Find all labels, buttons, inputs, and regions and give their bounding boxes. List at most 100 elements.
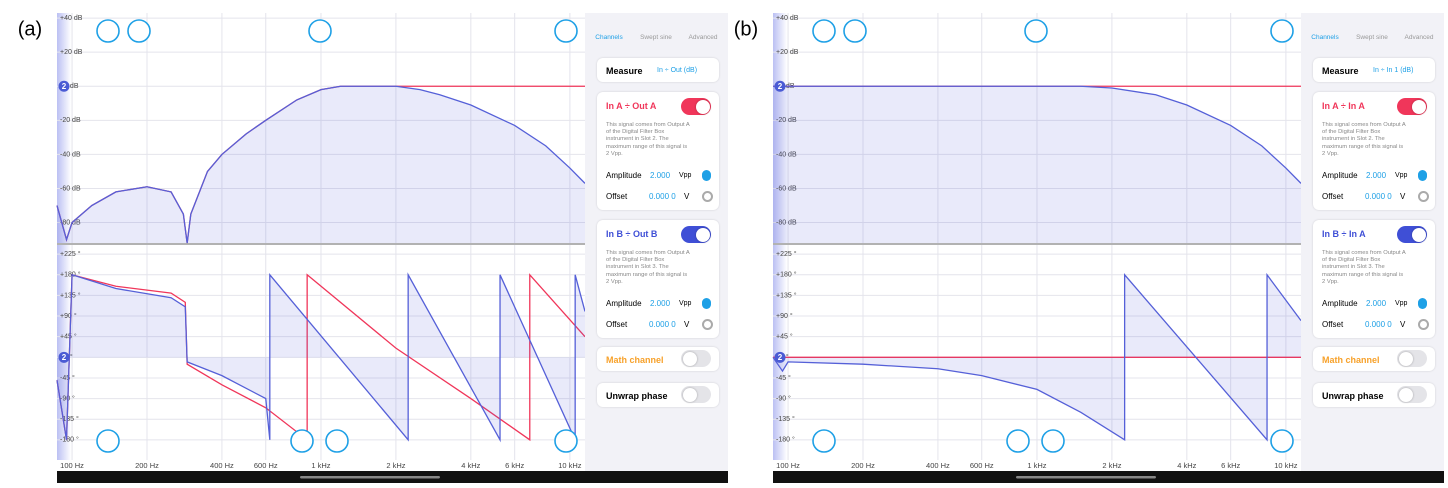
y-tick-label: +180 ° — [60, 271, 81, 279]
x-tick-label: 200 Hz — [135, 461, 159, 470]
icon-button[interactable] — [1041, 429, 1065, 453]
math-label: Math channel — [1322, 355, 1380, 365]
toggle[interactable] — [681, 98, 711, 115]
channel-title: In B ÷ Out B — [606, 229, 658, 239]
icon-button[interactable] — [812, 429, 836, 453]
tab-label[interactable]: Channels — [595, 34, 623, 41]
unwrap-label: Unwrap phase — [606, 391, 668, 401]
x-axis-strip — [773, 460, 1301, 471]
icon-button[interactable] — [290, 429, 314, 453]
offset-value[interactable]: 0.000 0 — [649, 320, 676, 329]
offset-button[interactable] — [702, 319, 713, 330]
description: of the Digital Filter Box — [1322, 257, 1381, 264]
y-tick-label: -20 dB — [60, 117, 81, 124]
y-tick-label: -135 ° — [776, 415, 795, 423]
toggle[interactable] — [1397, 386, 1427, 403]
offset-button[interactable] — [702, 191, 713, 202]
toggle[interactable] — [1397, 226, 1427, 243]
card — [597, 58, 719, 82]
y-tick-label: -180 ° — [776, 436, 795, 444]
channel-title: In A ÷ In A — [1322, 101, 1365, 111]
trace — [56, 85, 586, 244]
amplitude-value[interactable]: 2.000 — [650, 171, 671, 180]
amplitude-value[interactable]: 2.000 — [1366, 171, 1387, 180]
x-tick-label: 100 Hz — [60, 461, 84, 470]
info-button[interactable] — [1418, 170, 1427, 181]
icon-button[interactable] — [325, 429, 349, 453]
toggle[interactable] — [681, 226, 711, 243]
description: This signal comes from Output A — [1322, 122, 1406, 128]
x-tick-label: 1 kHz — [1027, 461, 1046, 470]
tab-label[interactable]: Swept sine — [640, 34, 672, 41]
description: instrument in Slot 2. The — [1322, 136, 1385, 143]
channel-title: In B ÷ In A — [1322, 229, 1366, 239]
amplitude-label: Amplitude — [606, 171, 642, 180]
offset-value[interactable]: 0.000 0 — [1365, 320, 1392, 329]
channel-marker-label: 2 — [62, 353, 67, 362]
channel-marker-label: 2 — [778, 353, 783, 362]
y-tick-label: +40 dB — [60, 15, 83, 22]
icon-button[interactable] — [843, 19, 867, 43]
channel-marker — [58, 351, 70, 363]
measure-label: Measure — [1322, 66, 1359, 76]
tab-label[interactable]: Advanced — [1404, 34, 1434, 41]
amplitude-label: Amplitude — [1322, 299, 1358, 308]
y-tick-label: +40 dB — [776, 15, 799, 22]
offset-value[interactable]: 0.000 0 — [649, 192, 676, 201]
description: of the Digital Filter Box — [606, 129, 665, 136]
amplitude-unit: Vpp — [679, 172, 692, 179]
amplitude-unit: Vpp — [1395, 300, 1408, 307]
tab-label[interactable]: Swept sine — [1356, 34, 1388, 41]
icon-button[interactable] — [96, 429, 120, 453]
info-button[interactable] — [1418, 298, 1427, 309]
amplitude-value[interactable]: 2.000 — [650, 299, 671, 308]
icon-button[interactable] — [1006, 429, 1030, 453]
x-tick-label: 2 kHz — [386, 461, 405, 470]
y-tick-label: -20 dB — [776, 117, 797, 124]
fill-area — [773, 274, 1301, 440]
description: instrument in Slot 2. The — [606, 136, 669, 143]
amplitude-unit: Vpp — [679, 300, 692, 307]
amplitude-value[interactable]: 2.000 — [1366, 299, 1387, 308]
tab-label[interactable]: Advanced — [688, 34, 718, 41]
x-axis-strip — [57, 460, 585, 471]
offset-label: Offset — [606, 192, 628, 201]
icon-button[interactable] — [812, 19, 836, 43]
home-indicator — [1016, 476, 1156, 479]
icon-button[interactable] — [1270, 19, 1294, 43]
icon-button[interactable] — [554, 19, 578, 43]
y-tick-label: +45 ° — [60, 333, 77, 341]
toggle[interactable] — [681, 386, 711, 403]
toggle[interactable] — [681, 350, 711, 367]
offset-unit: V — [684, 320, 690, 329]
toggle[interactable] — [1397, 98, 1427, 115]
icon-button[interactable] — [554, 429, 578, 453]
icon-button[interactable] — [308, 19, 332, 43]
description: This signal comes from Output A — [1322, 250, 1406, 256]
measure-value[interactable]: In ÷ Out (dB) — [657, 67, 698, 74]
info-button[interactable] — [702, 170, 711, 181]
tab-label[interactable]: Channels — [1311, 34, 1339, 41]
x-tick-label: 6 kHz — [505, 461, 524, 470]
y-tick-label: +90 ° — [60, 312, 77, 320]
icon-button[interactable] — [1024, 19, 1048, 43]
fill-area — [773, 86, 1301, 243]
measure-value[interactable]: In ÷ In 1 (dB) — [1373, 67, 1414, 74]
description: 2 Vpp. — [606, 278, 623, 285]
trace — [772, 272, 1302, 442]
toggle[interactable] — [1397, 350, 1427, 367]
amplitude-label: Amplitude — [1322, 171, 1358, 180]
icon-button[interactable] — [96, 19, 120, 43]
icon-button[interactable] — [127, 19, 151, 43]
offset-button[interactable] — [1418, 319, 1429, 330]
info-button[interactable] — [702, 298, 711, 309]
channel-marker-label: 2 — [778, 82, 783, 91]
offset-value[interactable]: 0.000 0 — [1365, 192, 1392, 201]
description: This signal comes from Output A — [606, 250, 690, 256]
channel-title: In A ÷ Out A — [606, 101, 657, 111]
offset-label: Offset — [1322, 192, 1344, 201]
amplitude-unit: Vpp — [1395, 172, 1408, 179]
icon-button[interactable] — [1270, 429, 1294, 453]
offset-button[interactable] — [1418, 191, 1429, 202]
